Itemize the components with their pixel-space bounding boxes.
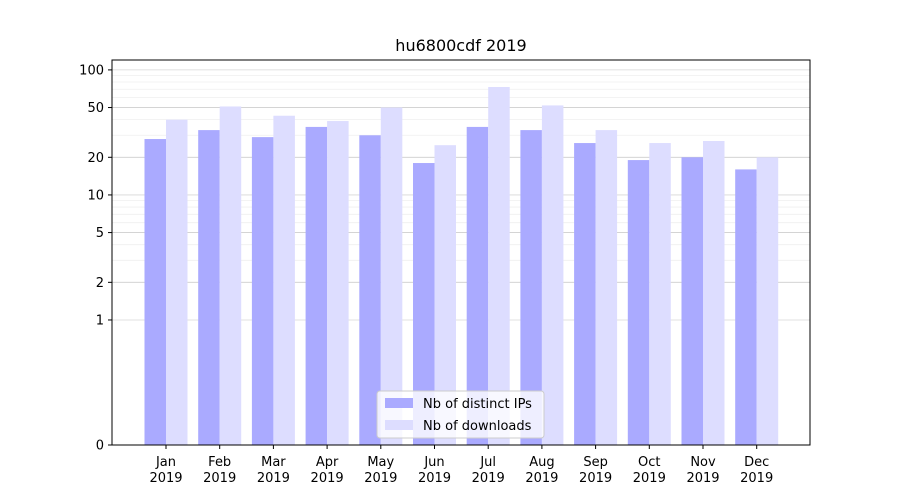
x-tick-label-month: Apr (316, 455, 339, 470)
y-tick-label: 2 (96, 276, 104, 291)
y-axis: 0 1 2 5 10 20 50 100 (79, 63, 112, 454)
x-tick-label-year: 2019 (257, 471, 290, 486)
legend-swatch-downloads (385, 420, 413, 430)
bar-distinct-ips (144, 139, 166, 445)
y-tick-label: 1 (96, 313, 104, 328)
x-tick-label-month: Sep (583, 455, 608, 470)
y-tick-label: 10 (87, 188, 104, 203)
bar-distinct-ips (251, 137, 274, 445)
x-tick-label-year: 2019 (686, 471, 719, 486)
bar-distinct-ips (198, 130, 220, 445)
x-tick-label-month: Aug (529, 455, 554, 470)
x-axis: Jan2019Feb2019Mar2019Apr2019May2019Jun20… (149, 445, 773, 486)
bar-downloads (703, 141, 725, 445)
x-tick-label-year: 2019 (740, 471, 773, 486)
x-tick-label-month: Mar (261, 455, 286, 470)
x-tick-label-month: Dec (744, 455, 769, 470)
bar-downloads (327, 121, 349, 445)
bars (144, 86, 779, 446)
legend-label-downloads: Nb of downloads (423, 419, 532, 434)
bar-distinct-ips (574, 143, 596, 446)
bar-distinct-ips (466, 126, 489, 445)
x-tick-label-month: Jun (423, 455, 444, 470)
bar-downloads (649, 143, 671, 446)
bar-distinct-ips (735, 169, 757, 445)
bar-downloads (541, 105, 564, 445)
bar-distinct-ips (520, 130, 542, 445)
plot-frame (111, 59, 811, 446)
bar-downloads (756, 157, 779, 446)
x-tick-label-year: 2019 (149, 471, 182, 486)
x-tick-label-month: Jul (479, 455, 496, 470)
y-tick-label: 50 (87, 101, 104, 116)
x-tick-label-month: Nov (690, 455, 716, 470)
bar-downloads (595, 130, 618, 445)
bar-downloads (219, 106, 242, 446)
bar-downloads (434, 145, 456, 445)
legend-box (376, 390, 545, 439)
bar-downloads (380, 107, 403, 445)
bar-distinct-ips (413, 163, 435, 445)
y-tick-label: 20 (87, 151, 104, 166)
bar-downloads (273, 115, 295, 445)
bar-downloads (488, 86, 510, 446)
bar-distinct-ips (359, 135, 381, 445)
x-tick-label-year: 2019 (364, 471, 397, 486)
x-tick-label-month: Jan (155, 455, 176, 470)
chart-title: hu6800cdf 2019 (395, 36, 526, 55)
x-tick-label-year: 2019 (472, 471, 505, 486)
bar-distinct-ips (627, 160, 650, 445)
x-tick-label-year: 2019 (311, 471, 344, 486)
x-tick-label-month: Feb (208, 455, 231, 470)
y-tick-label: 0 (96, 439, 104, 454)
x-tick-label-year: 2019 (633, 471, 666, 486)
bar-distinct-ips (305, 126, 328, 445)
x-tick-label-year: 2019 (525, 471, 558, 486)
x-tick-label-year: 2019 (418, 471, 451, 486)
bar-downloads (166, 119, 188, 445)
x-tick-label-month: Oct (638, 455, 660, 470)
legend-swatch-distinct-ips (385, 398, 413, 408)
x-tick-label-month: May (367, 455, 394, 470)
y-tick-label: 100 (79, 63, 104, 78)
y-tick-label: 5 (96, 226, 104, 241)
x-tick-label-year: 2019 (579, 471, 612, 486)
x-tick-label-year: 2019 (203, 471, 236, 486)
bar-distinct-ips (681, 157, 703, 446)
legend: Nb of distinct IPs Nb of downloads (376, 390, 545, 439)
legend-label-distinct-ips: Nb of distinct IPs (423, 397, 532, 412)
